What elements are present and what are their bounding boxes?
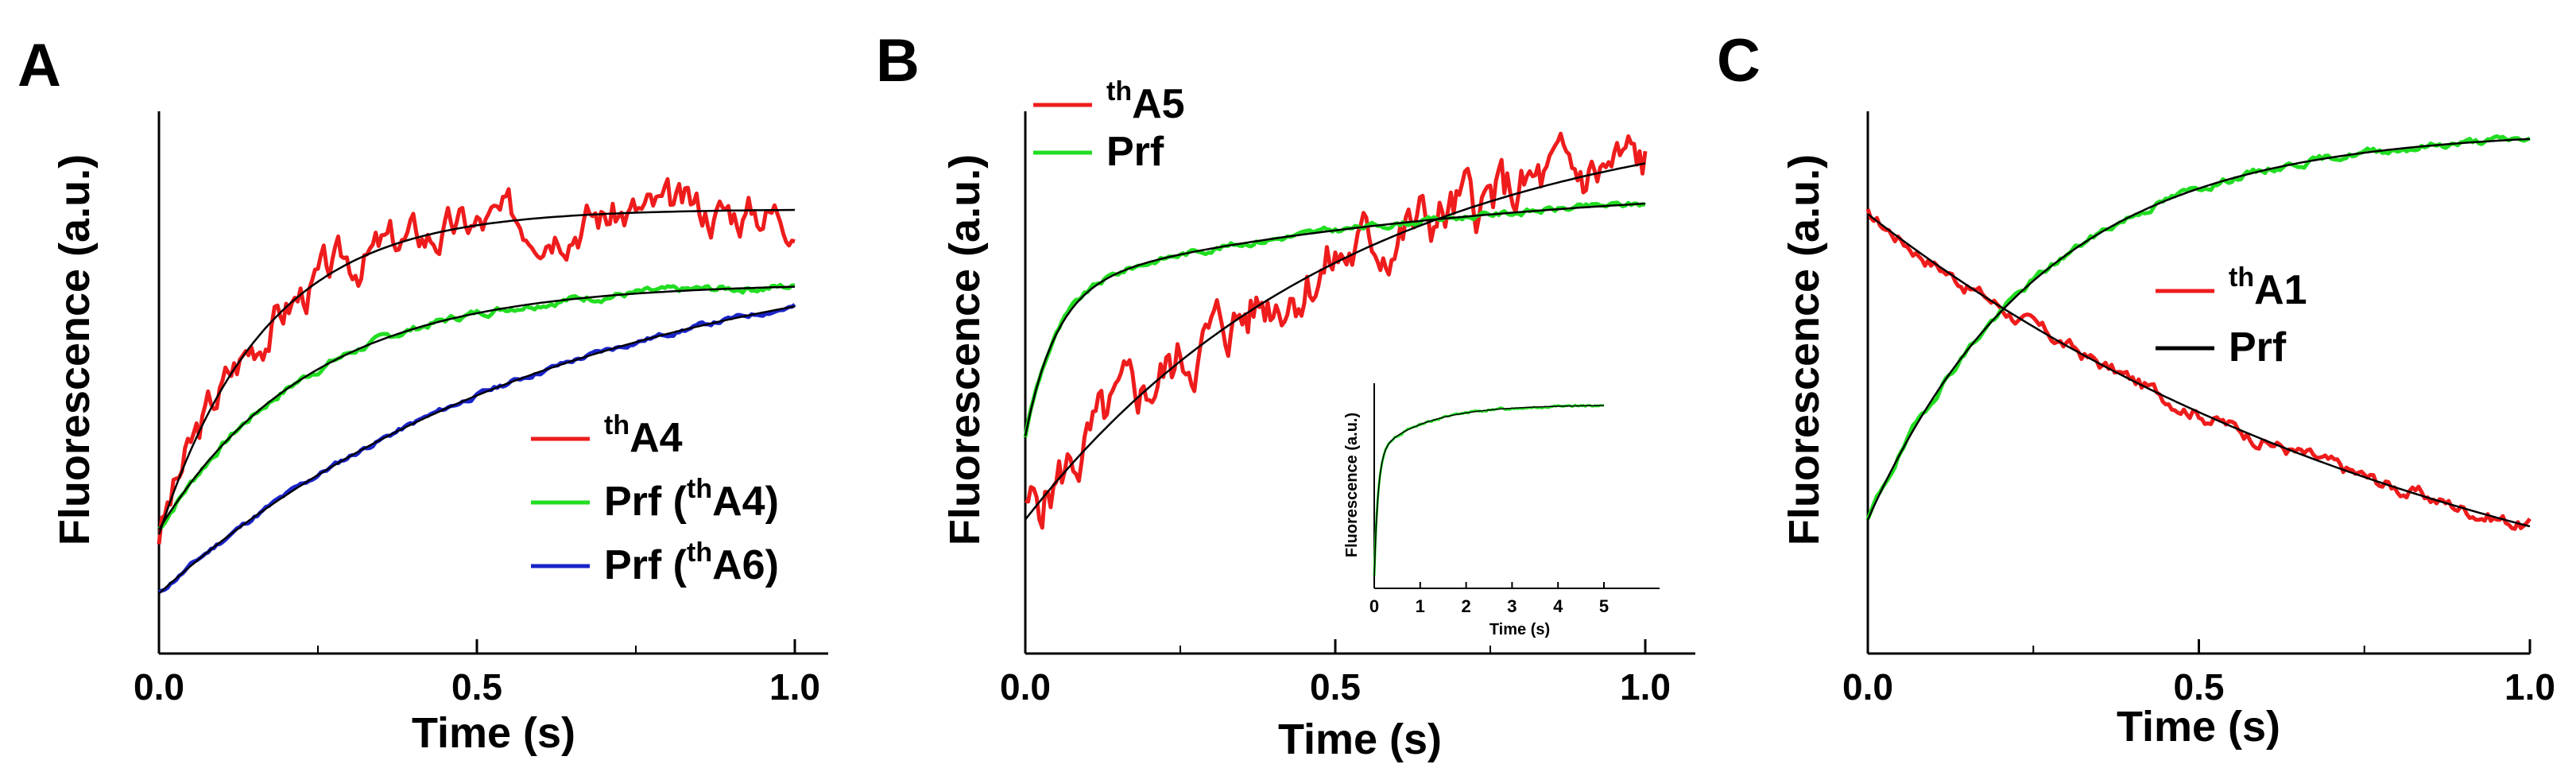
inset-y-axis-title: Fluorescence (a.u.) [1343,413,1361,557]
legend-label: Prf [2229,324,2287,370]
fit-line [1025,162,1646,521]
fit-line [158,305,796,595]
fit-line [157,285,796,530]
x-tick-label: 0.5 [1310,666,1361,708]
x-tick-label: 0.5 [2174,666,2225,708]
panel-letter: C [1717,27,1761,95]
series-line [1025,131,1648,530]
inset-series-line [1373,403,1605,577]
y-axis-title: Fluorescence (a.u.) [1780,154,1828,545]
x-tick-label: 1.0 [1620,666,1671,708]
series-line [157,282,796,531]
series-layer [1023,131,1648,530]
panel-letter: B [876,27,920,95]
x-tick-label: 0.0 [1842,666,1893,708]
fit-line [157,208,796,535]
x-tick-label: 0.0 [134,666,184,708]
x-ticks: 0.0 0.5 1.0 [134,639,820,708]
panel-a: A Fluorescence (a.u.) Time (s) 0.0 0.5 1.0… [17,32,828,757]
legend-label: thA1 [2229,262,2307,313]
inset-chart: Fluorescence (a.u.) Time (s) 0 1 2 3 4 5 [1343,383,1660,638]
inset-series-layer [1373,403,1605,577]
fit-line [1866,138,2531,521]
fit-line [1024,202,1646,436]
inset-x-tick-label: 4 [1553,596,1563,616]
x-tick-label: 0.5 [451,666,502,708]
inset-x-tick-label: 2 [1461,596,1470,616]
legend-label: thA5 [1106,76,1185,127]
x-axis-title: Time (s) [412,709,575,757]
legend: thA4 Prf (thA4) Prf (thA6) [531,410,779,588]
y-axis-title: Fluorescence (a.u.) [941,154,989,545]
fit-line [1867,213,2531,528]
inset-x-ticks: 0 1 2 3 4 5 [1369,582,1609,616]
series-line [157,177,796,545]
x-tick-label: 1.0 [769,666,820,708]
panel-b: B Fluorescence (a.u.) Time (s) 0.0 0.5 1.0… [876,27,1695,763]
x-ticks: 0.0 0.5 1.0 [1842,639,2555,708]
series-layer [1865,134,2531,531]
inset-x-tick-label: 0 [1369,596,1379,616]
x-axis-title: Time (s) [2117,703,2280,751]
panel-c: C Fluorescence (a.u.) Time (s) 0.0 0.5 1.0… [1717,27,2555,751]
inset-x-tick-label: 3 [1507,596,1517,616]
y-axis-title: Fluorescence (a.u.) [51,154,99,545]
legend-label: Prf [1106,129,1164,175]
inset-x-tick-label: 5 [1599,596,1609,616]
legend-label: Prf (thA4) [604,474,779,525]
legend: thA1 Prf [2156,262,2307,370]
legend-label: Prf (thA6) [604,537,779,588]
series-layer [157,177,796,595]
inset-x-tick-label: 1 [1416,596,1425,616]
legend-label: thA4 [604,410,683,461]
panel-letter: A [17,32,61,99]
x-axis-title: Time (s) [1278,716,1442,763]
x-ticks: 0.0 0.5 1.0 [1000,639,1671,708]
inset-x-axis-title: Time (s) [1489,621,1550,638]
x-tick-label: 1.0 [2504,666,2555,708]
inset-fit-line [1373,405,1605,577]
series-line [1865,134,2531,520]
x-tick-label: 0.0 [1000,666,1051,708]
series-line [1865,208,2531,531]
series-line [1023,200,1646,438]
